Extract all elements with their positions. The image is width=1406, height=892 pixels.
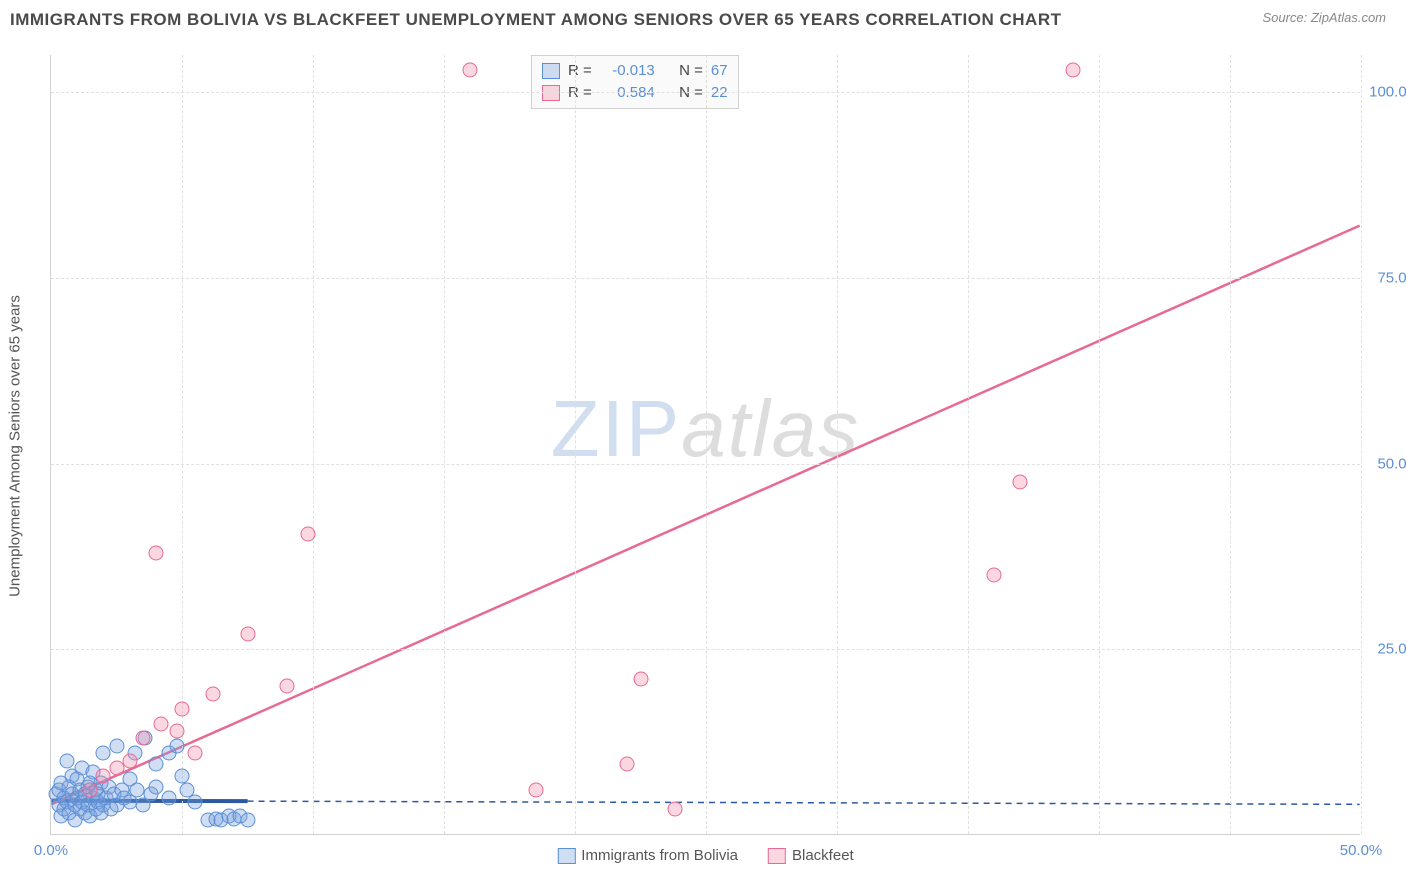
legend: Immigrants from Bolivia Blackfeet xyxy=(557,847,853,864)
data-point xyxy=(667,802,682,817)
stats-legend-box: R =-0.013 N =67R =0.584 N =22 xyxy=(531,55,739,109)
gridline-v xyxy=(313,55,314,834)
data-point xyxy=(83,783,98,798)
gridline-v xyxy=(182,55,183,834)
gridline-v xyxy=(706,55,707,834)
data-point xyxy=(169,738,184,753)
gridline-v xyxy=(575,55,576,834)
y-tick-label: 50.0% xyxy=(1365,455,1406,472)
title-bar: IMMIGRANTS FROM BOLIVIA VS BLACKFEET UNE… xyxy=(10,10,1396,40)
data-point xyxy=(987,568,1002,583)
data-point xyxy=(109,738,124,753)
data-point xyxy=(154,716,169,731)
data-point xyxy=(169,724,184,739)
trend-line-dash xyxy=(248,801,1360,804)
data-point xyxy=(240,627,255,642)
legend-label: Blackfeet xyxy=(792,847,854,864)
data-point xyxy=(188,794,203,809)
y-tick-label: 75.0% xyxy=(1365,269,1406,286)
data-point xyxy=(122,753,137,768)
stats-row: R = -0.013 N = 67 xyxy=(542,60,728,82)
data-point xyxy=(620,757,635,772)
gridline-v xyxy=(837,55,838,834)
n-value: 67 xyxy=(711,60,728,82)
data-point xyxy=(240,813,255,828)
data-point xyxy=(148,779,163,794)
legend-item: Immigrants from Bolivia xyxy=(557,847,738,864)
data-point xyxy=(300,527,315,542)
gridline-v xyxy=(1361,55,1362,834)
data-point xyxy=(188,746,203,761)
series-swatch xyxy=(542,63,560,79)
y-tick-label: 25.0% xyxy=(1365,641,1406,658)
data-point xyxy=(633,672,648,687)
legend-swatch xyxy=(557,848,575,864)
data-point xyxy=(1013,475,1028,490)
gridline-v xyxy=(444,55,445,834)
gridline-v xyxy=(1099,55,1100,834)
data-point xyxy=(175,701,190,716)
data-point xyxy=(206,686,221,701)
n-label: N = xyxy=(679,60,703,82)
gridline-v xyxy=(1230,55,1231,834)
scatter-plot: ZIPatlas R =-0.013 N =67R =0.584 N =22 I… xyxy=(50,55,1360,835)
data-point xyxy=(59,753,74,768)
x-tick-label: 50.0% xyxy=(1340,842,1383,859)
data-point xyxy=(161,790,176,805)
y-tick-label: 100.0% xyxy=(1365,84,1406,101)
x-tick-label: 0.0% xyxy=(34,842,68,859)
data-point xyxy=(148,545,163,560)
data-point xyxy=(148,757,163,772)
data-point xyxy=(1065,62,1080,77)
data-point xyxy=(135,731,150,746)
y-axis-title: Unemployment Among Seniors over 65 years xyxy=(7,295,24,597)
chart-title: IMMIGRANTS FROM BOLIVIA VS BLACKFEET UNE… xyxy=(10,10,1062,29)
gridline-v xyxy=(968,55,969,834)
data-point xyxy=(463,62,478,77)
legend-label: Immigrants from Bolivia xyxy=(581,847,738,864)
data-point xyxy=(175,768,190,783)
r-label: R = xyxy=(568,60,592,82)
r-value: -0.013 xyxy=(600,60,655,82)
data-point xyxy=(528,783,543,798)
legend-item: Blackfeet xyxy=(768,847,854,864)
data-point xyxy=(279,679,294,694)
source-label: Source: ZipAtlas.com xyxy=(1262,10,1386,25)
legend-swatch xyxy=(768,848,786,864)
